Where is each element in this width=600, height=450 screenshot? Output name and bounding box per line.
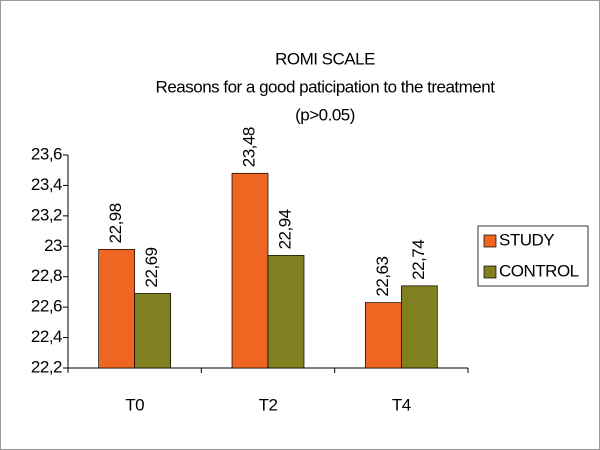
y-tick-label: 23,2 [31, 205, 62, 224]
y-tick-label: 23,6 [31, 144, 62, 163]
y-tick-label: 23,4 [31, 175, 62, 194]
chart-title: ROMI SCALE [275, 49, 375, 68]
y-tick-label: 22,2 [31, 357, 62, 376]
value-label: 22,98 [106, 203, 125, 243]
y-tick-label: 22,6 [31, 297, 62, 316]
chart-title: Reasons for a good paticipation to the t… [156, 77, 496, 96]
y-tick-label: 23 [44, 236, 62, 255]
bar [364, 302, 402, 369]
bar [134, 293, 172, 369]
value-label: 22,74 [409, 240, 428, 280]
bar [267, 255, 305, 369]
legend-swatch [483, 265, 497, 279]
y-tick-label: 22,4 [31, 327, 62, 346]
x-tick-label: T2 [259, 395, 278, 414]
y-tick-label: 22,8 [31, 266, 62, 285]
value-label: 22,63 [373, 256, 392, 296]
bar [400, 285, 438, 369]
x-tick-label: T0 [125, 395, 144, 414]
value-label: 23,48 [239, 127, 258, 167]
value-label: 22,69 [142, 247, 161, 287]
legend-label: CONTROL [499, 261, 579, 280]
bar [98, 248, 136, 369]
legend-swatch [483, 234, 497, 248]
legend-label: STUDY [499, 230, 554, 249]
chart-title: (p>0.05) [295, 105, 355, 124]
x-tick-label: T4 [392, 395, 411, 414]
value-label: 22,94 [275, 209, 294, 249]
bar [231, 172, 269, 369]
